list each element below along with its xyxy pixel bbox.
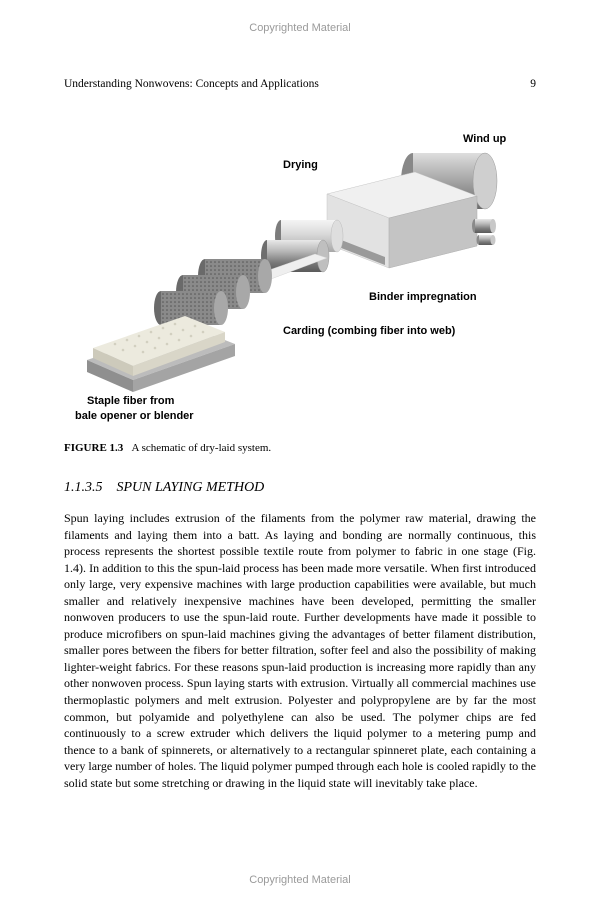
label-wind-up: Wind up — [463, 133, 507, 145]
label-drying: Drying — [283, 159, 318, 171]
label-staple-2: bale opener or blender — [75, 410, 194, 422]
label-carding: Carding (combing fiber into web) — [283, 325, 456, 337]
watermark-bottom: Copyrighted Material — [0, 874, 600, 886]
section-heading: 1.1.3.5 SPUN LAYING METHOD — [64, 480, 536, 496]
page-content: Understanding Nonwovens: Concepts and Ap… — [0, 0, 600, 851]
section-number: 1.1.3.5 — [64, 480, 103, 495]
figure-1-3: Wind up Drying Binder impregnation Cardi… — [64, 126, 536, 426]
body-paragraph: Spun laying includes extrusion of the fi… — [64, 510, 536, 791]
running-header: Understanding Nonwovens: Concepts and Ap… — [64, 78, 536, 90]
page-number: 9 — [530, 78, 536, 90]
label-staple-1: Staple fiber from — [87, 395, 175, 407]
figure-caption-lead: FIGURE 1.3 — [64, 442, 123, 454]
watermark-top: Copyrighted Material — [0, 22, 600, 34]
figure-caption: FIGURE 1.3 A schematic of dry-laid syste… — [64, 442, 536, 454]
header-title: Understanding Nonwovens: Concepts and Ap… — [64, 78, 319, 90]
label-binder: Binder impregnation — [369, 291, 477, 303]
figure-caption-text: A schematic of dry-laid system. — [132, 442, 272, 454]
section-title: SPUN LAYING METHOD — [117, 480, 265, 495]
